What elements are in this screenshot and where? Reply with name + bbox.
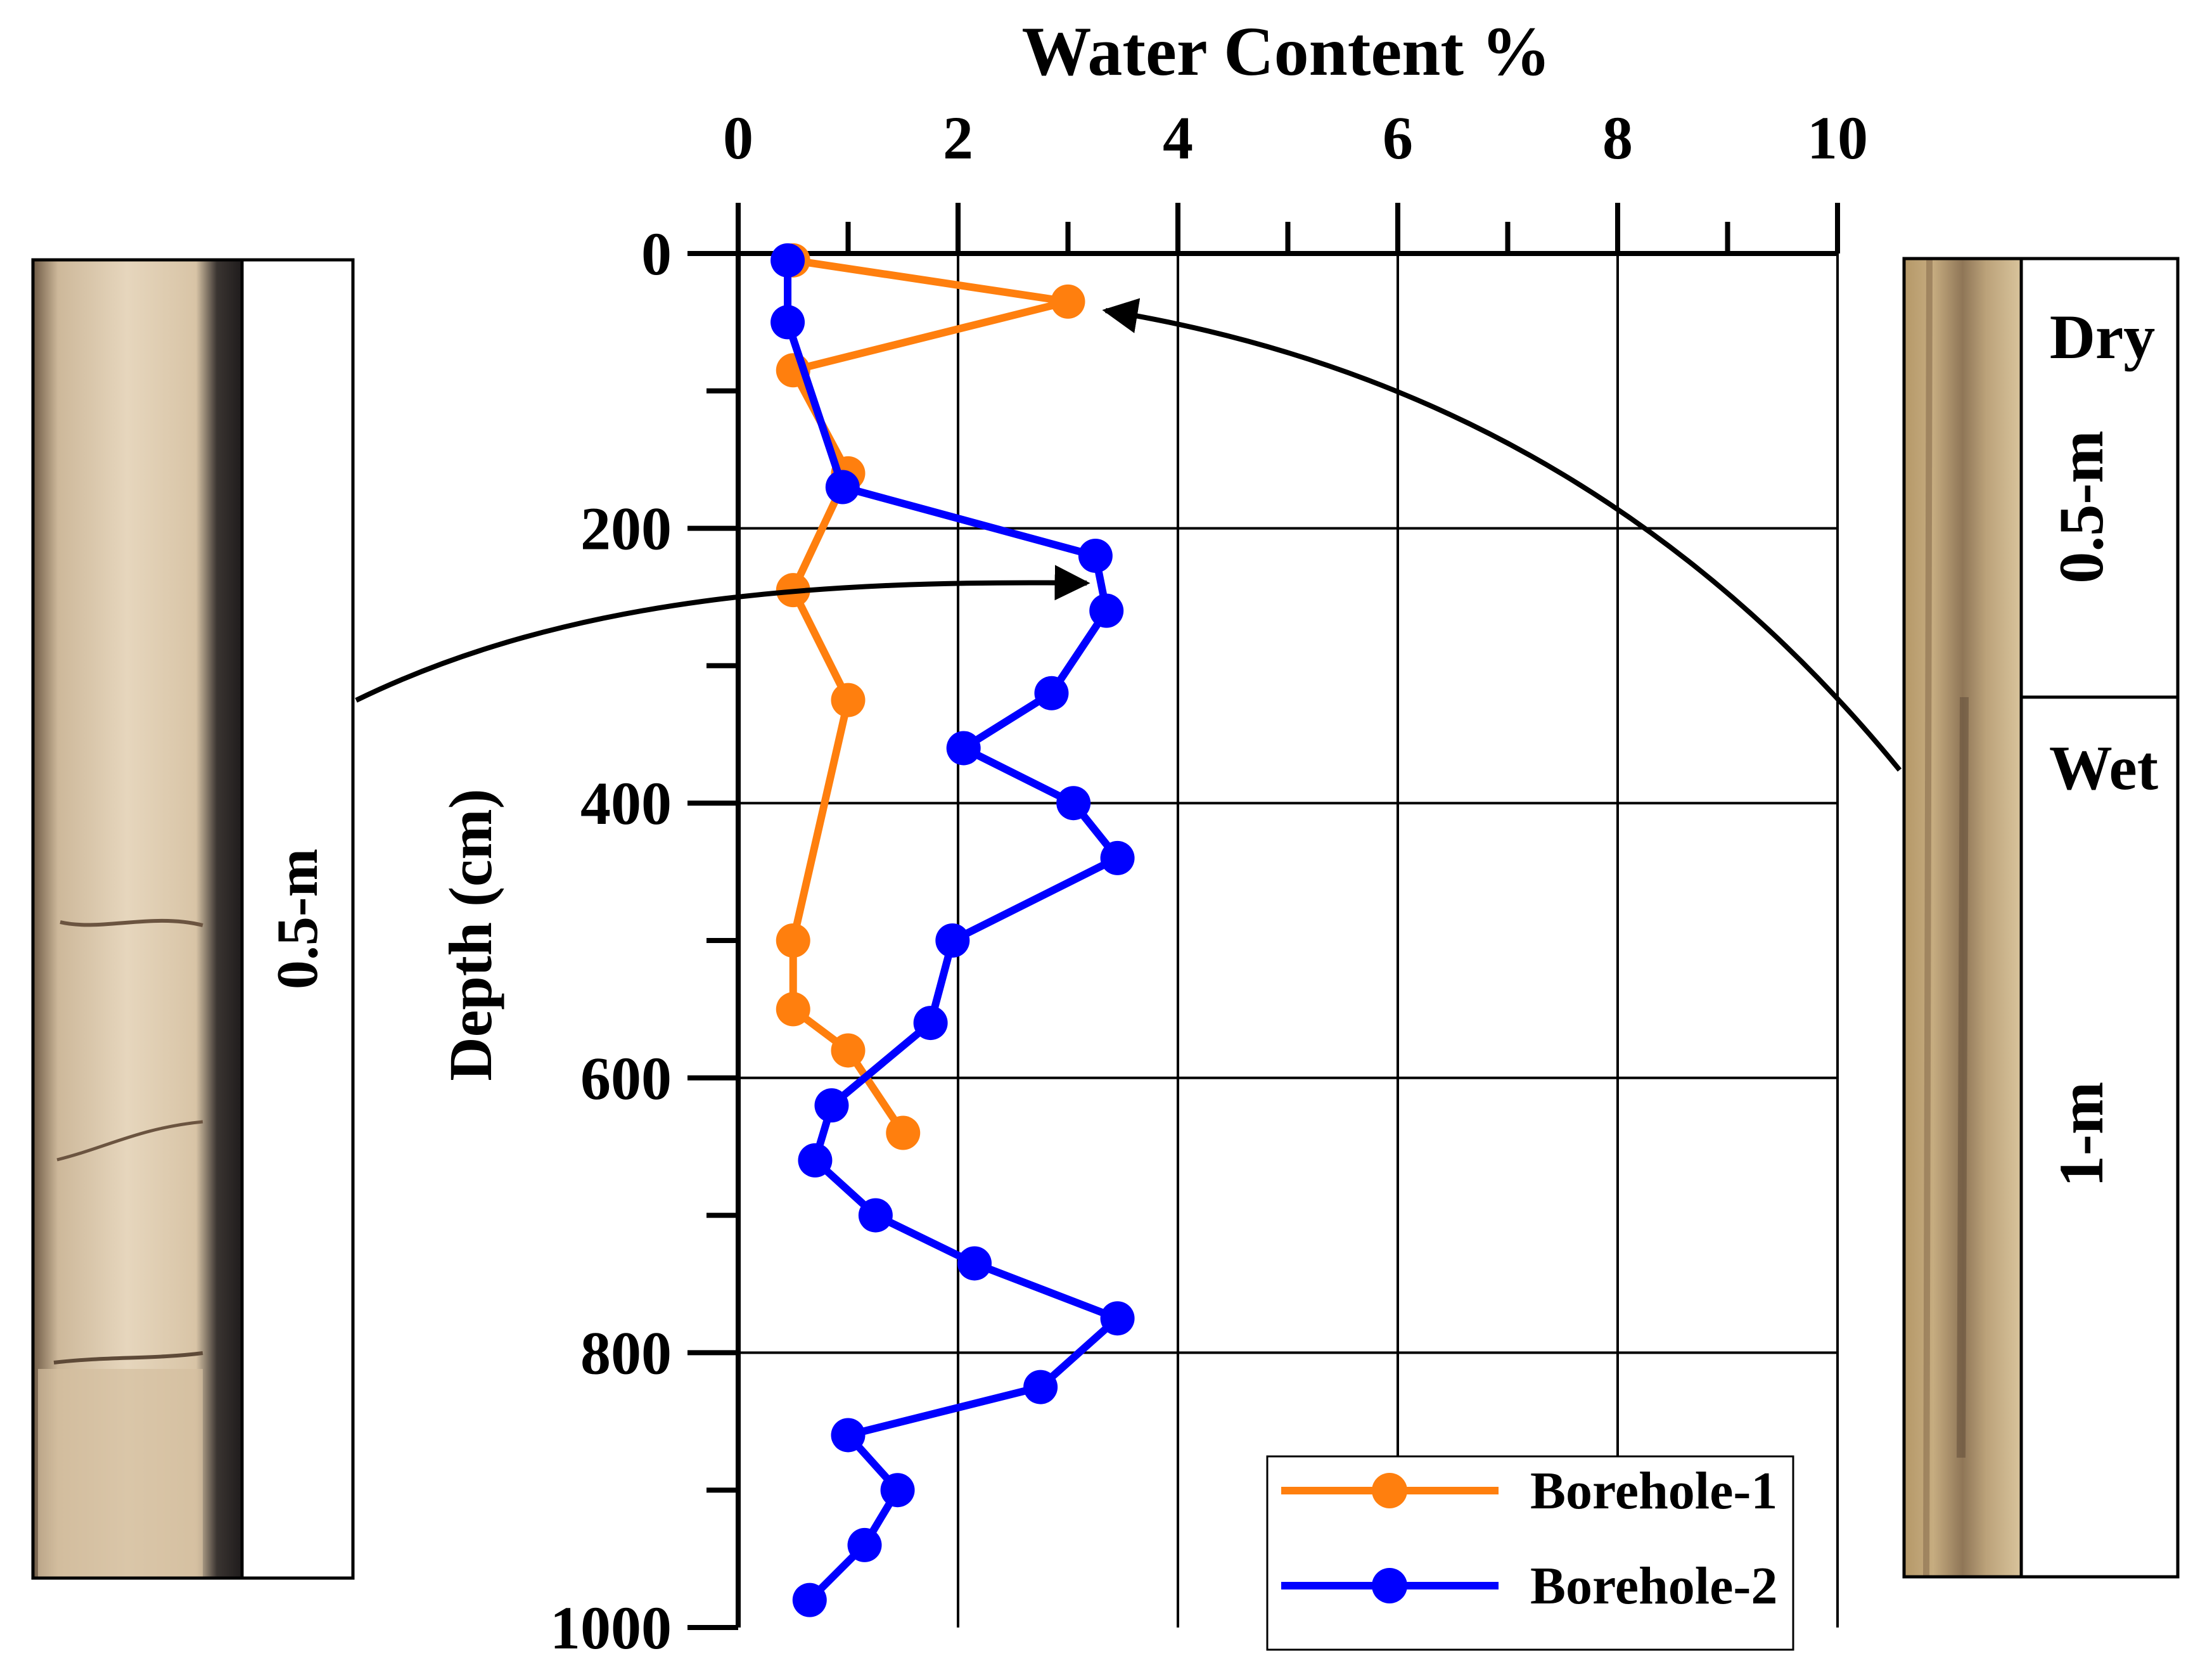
data-point-borehole-1 — [886, 1115, 921, 1150]
x-axis-ticks: 0 2 4 6 8 10 — [723, 104, 1868, 254]
data-point-borehole-2 — [957, 1246, 992, 1281]
data-point-borehole-2 — [770, 243, 805, 278]
right-core-panel: Dry 0.5-m Wet 1-m — [1902, 257, 2180, 1579]
legend-label-borehole-1: Borehole-1 — [1530, 1461, 1777, 1520]
data-point-borehole-2 — [770, 305, 805, 340]
right-core-wet-label: Wet — [2049, 733, 2158, 803]
left-core-length-label: 0.5-m — [265, 849, 329, 989]
left-core-crack — [60, 918, 203, 927]
y-tick-label: 600 — [580, 1044, 672, 1112]
x-tick-label: 8 — [1602, 104, 1633, 172]
right-core-frame — [1902, 257, 2180, 1579]
x-tick-label: 6 — [1383, 104, 1413, 172]
y-tick-label: 400 — [580, 769, 672, 837]
right-core-dry-length-label: 0.5-m — [2046, 430, 2116, 584]
left-core-crumble — [38, 1369, 203, 1578]
right-core-arrow — [1102, 298, 1902, 772]
data-point-borehole-1 — [831, 683, 866, 717]
data-point-borehole-2 — [1034, 676, 1069, 710]
data-point-borehole-2 — [858, 1198, 893, 1233]
y-tick-label: 1000 — [550, 1594, 672, 1662]
x-tick-label: 4 — [1163, 104, 1193, 172]
right-core-streak — [1923, 258, 1933, 1577]
right-core-streak — [1957, 697, 1969, 1458]
data-point-borehole-2 — [1100, 1301, 1135, 1336]
data-point-borehole-2 — [798, 1143, 833, 1178]
data-point-borehole-2 — [1056, 786, 1091, 821]
legend-marker-borehole-2 — [1372, 1568, 1407, 1603]
x-tick-label: 2 — [943, 104, 973, 172]
y-axis-ticks: 0 200 400 600 800 1000 — [550, 220, 738, 1662]
left-core-label-box — [242, 260, 353, 1578]
left-core-crack — [53, 1351, 203, 1364]
data-point-borehole-2 — [913, 1006, 948, 1041]
data-point-borehole-2 — [935, 923, 970, 958]
left-core-panel: 0.5-m — [31, 258, 355, 1580]
grid — [738, 254, 1839, 1628]
y-tick-label: 0 — [641, 220, 672, 288]
data-point-borehole-2 — [814, 1088, 849, 1123]
left-core-crack — [56, 1120, 203, 1162]
left-core-arrow — [355, 565, 1090, 703]
chart-title: Water Content % — [1021, 13, 1550, 90]
right-core-wet-length-label: 1-m — [2046, 1082, 2116, 1188]
data-point-borehole-2 — [825, 470, 860, 504]
legend-label-borehole-2: Borehole-2 — [1530, 1557, 1777, 1615]
data-point-borehole-2 — [847, 1527, 882, 1562]
data-point-borehole-2 — [946, 731, 981, 766]
series-line-borehole-1 — [789, 256, 1072, 1135]
right-core-dry-label: Dry — [2050, 302, 2156, 372]
data-point-borehole-1 — [776, 992, 810, 1027]
data-point-borehole-1 — [831, 1033, 866, 1068]
left-core-frame — [31, 258, 355, 1580]
water-content-chart: Water Content % Depth (cm) 0 2 4 6 8 10 0 200 4… — [437, 13, 1868, 1662]
data-point-borehole-2 — [1100, 840, 1135, 875]
data-point-borehole-2 — [1078, 538, 1113, 573]
right-core-label-box — [2021, 259, 2178, 1577]
data-point-borehole-2 — [792, 1583, 827, 1617]
data-point-borehole-2 — [880, 1473, 915, 1508]
series-layer — [770, 243, 1135, 1617]
data-point-borehole-2 — [831, 1418, 866, 1453]
data-point-borehole-1 — [776, 923, 810, 958]
y-tick-label: 200 — [580, 495, 672, 563]
x-tick-label: 0 — [723, 104, 753, 172]
legend-marker-borehole-1 — [1372, 1473, 1407, 1508]
data-point-borehole-2 — [1023, 1370, 1058, 1404]
legend: Borehole-1 Borehole-2 — [1266, 1455, 1794, 1651]
right-core-photo — [1904, 259, 2021, 1577]
data-point-borehole-1 — [1051, 284, 1085, 319]
y-axis-label: Depth (cm) — [437, 788, 504, 1081]
data-point-borehole-2 — [1089, 593, 1124, 628]
x-tick-label: 10 — [1807, 104, 1868, 172]
y-tick-label: 800 — [580, 1319, 672, 1387]
series-borehole-2 — [770, 243, 1135, 1617]
